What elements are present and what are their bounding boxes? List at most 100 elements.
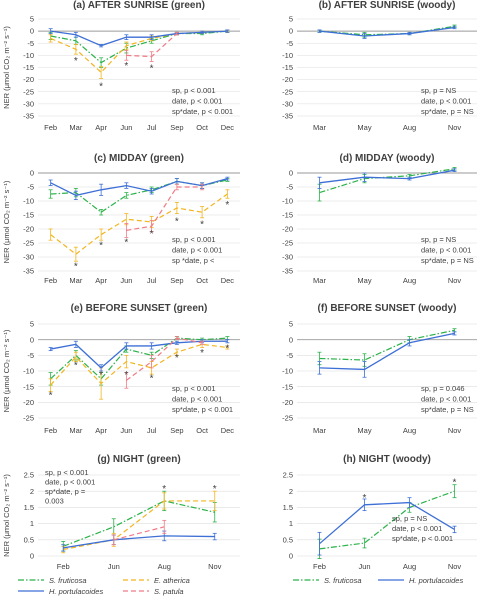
x-tick-label: Oct [196,426,209,435]
series-h-portulacoides [317,497,457,556]
y-tick-label: -10 [23,197,34,206]
x-tick-label: May [357,426,371,435]
x-tick-label: Jun [108,562,120,571]
series-line [50,177,228,197]
x-tick-label: Jun [120,426,132,435]
y-tick-label: 1 [289,519,293,528]
significance-star: * [363,493,367,504]
x-tick-label: Nov [448,562,462,571]
series-e-atherica [48,340,230,400]
stats-line: sp, p < 0.001 [45,468,89,477]
series-line [319,169,455,184]
panel-title: (f) BEFORE SUNSET (woody) [318,303,457,314]
legend-item: H. portulacoides [18,587,103,596]
series-h-portulacoides [48,339,230,372]
significance-star: * [124,370,128,381]
significance-star: * [200,348,204,359]
series-line [319,501,455,545]
x-tick-label: Apr [95,426,107,435]
x-tick-label: Feb [57,562,70,571]
x-tick-label: Feb [44,123,57,132]
y-tick-label: 0 [289,169,293,178]
y-tick-label: -5 [27,39,34,48]
significance-star: * [200,219,204,230]
panel-h: (h) NIGHT (woody) 2.5 2 1.5 1 0.5 0 Feb Jun Aug No… [283,454,477,571]
y-axis-label: NER (μmol CO₂ m⁻² s⁻¹) [2,180,11,263]
significance-star: * [150,373,154,384]
x-tick-label: Nov [448,123,462,132]
stats-line: sp, p < 0.001 [172,384,216,393]
significance-star: * [124,238,128,249]
y-tick-label: -10 [282,51,293,60]
x-tick-label: Oct [196,123,209,132]
y-tick-label: -25 [23,239,34,248]
series-line [50,193,228,255]
significance-star: * [124,61,128,72]
significance-star: * [175,353,179,364]
significance-star: * [99,370,103,381]
y-tick-label: -35 [23,267,34,276]
y-tick-label: 0 [289,27,293,36]
x-tick-label: Jun [120,276,132,285]
stats-line: sp*date, p = NS [421,107,474,116]
y-tick-label: 0 [30,552,34,561]
y-tick-label: -20 [282,75,293,84]
series-line [319,26,455,37]
series-line [50,30,228,47]
significance-star: * [225,200,229,211]
y-tick-label: -20 [23,75,34,84]
y-tick-label: -35 [23,112,34,121]
stats-line: sp, p = NS [421,235,456,244]
y-tick-label: -30 [23,253,34,262]
y-tick-label: -5 [27,183,34,192]
series-s-fruticosa [317,484,457,559]
series-line [126,33,178,58]
stats-line: sp, p < 0.001 [172,235,216,244]
x-tick-label: Dec [221,276,235,285]
y-tick-label: -25 [23,87,34,96]
x-tick-label: Mar [69,276,82,285]
stats-line: sp, p = NS [421,86,456,95]
series-line [50,30,228,64]
significance-star: * [150,64,154,75]
x-tick-label: May [357,276,371,285]
series-line [63,500,215,547]
y-tick-label: -35 [282,267,293,276]
legend-label: E. atherica [154,576,190,585]
y-tick-label: -30 [282,253,293,262]
y-tick-label: -5 [27,351,34,360]
y-tick-label: 2.5 [24,471,34,480]
stats-line: sp*date, p = NS [421,405,474,414]
x-tick-label: Jul [147,276,157,285]
panel-c: (c) MIDDAY (green) 0 -5 -10 -15 -20 -25 -30 -35 F… [2,153,240,285]
x-tick-label: May [357,123,371,132]
x-tick-label: Sep [170,123,183,132]
x-tick-label: Nov [208,562,222,571]
y-tick-label: 0 [30,27,34,36]
x-tick-label: Jun [358,562,370,571]
y-tick-label: -10 [23,51,34,60]
series-line [126,186,203,231]
y-tick-label: -25 [282,87,293,96]
series-s-fruticosa [317,166,457,202]
x-tick-label: Jul [147,123,157,132]
stats-line: sp *date, p < [172,256,215,265]
series-line [50,337,228,380]
series-s-fruticosa [61,490,217,552]
y-tick-label: 5 [289,15,293,24]
stats-line: sp*date, p = [45,487,86,496]
significance-star: * [74,56,78,67]
legend-item: S. patula [123,587,184,596]
x-tick-label: Mar [69,426,82,435]
y-tick-label: -20 [23,398,34,407]
series-line [319,490,455,550]
y-tick-label: 2 [289,487,293,496]
series-s-fruticosa [317,328,457,367]
panel-title: (c) MIDDAY (green) [94,153,184,164]
stats-line: sp*date, p < 0.001 [172,405,233,414]
significance-star: * [225,344,229,355]
significance-star: * [175,217,179,228]
y-tick-label: -25 [23,414,34,423]
series-line [113,526,165,541]
x-tick-label: Sep [170,276,183,285]
